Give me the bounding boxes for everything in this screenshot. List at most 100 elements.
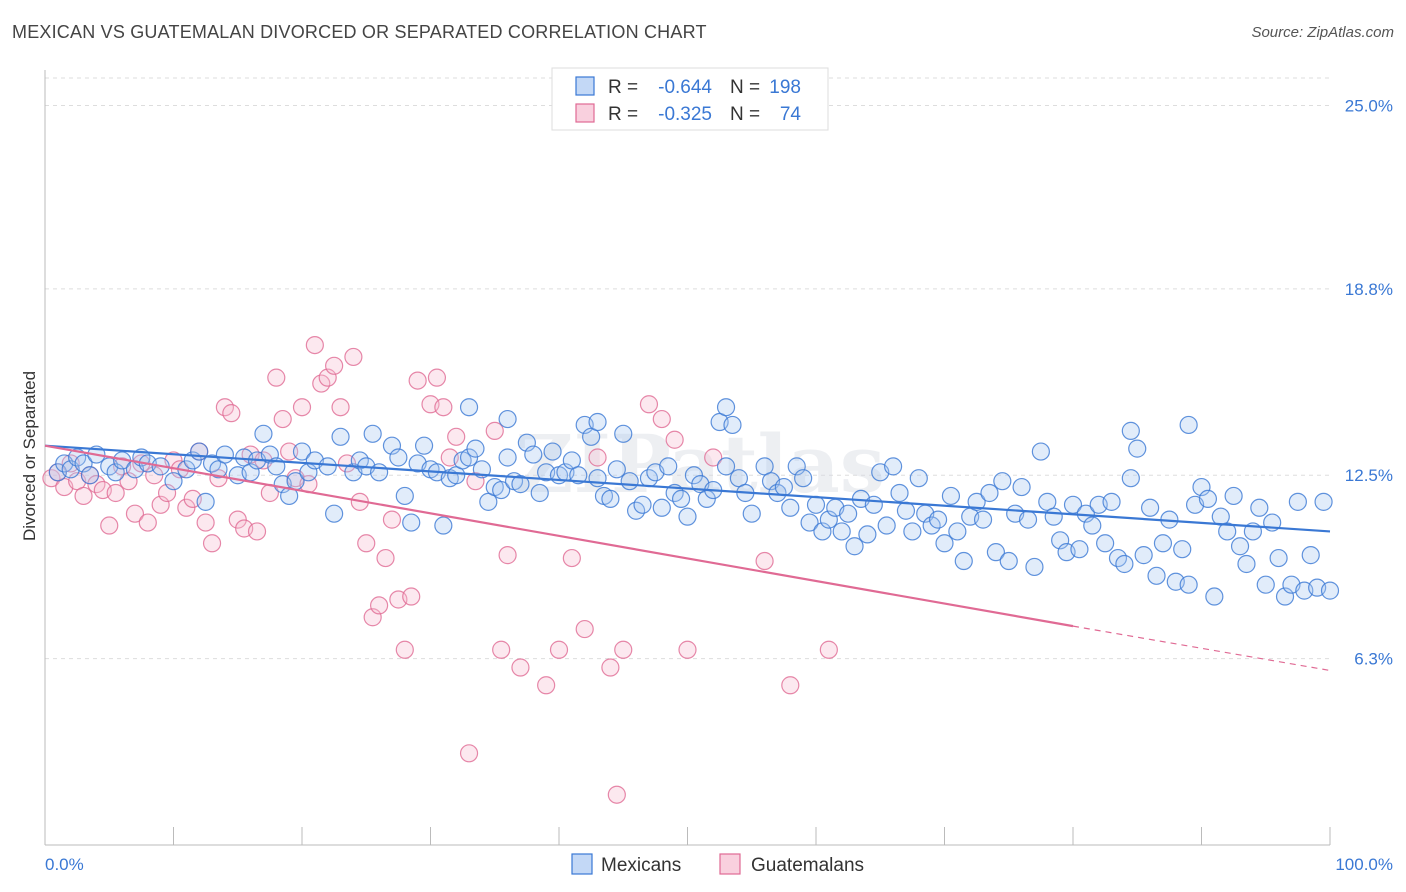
mexicans-point: [1224, 486, 1243, 506]
mexicans-point: [80, 466, 100, 485]
guatemalans-point: [292, 398, 312, 417]
mexicans-point: [543, 442, 562, 461]
guatemalans-point: [511, 658, 530, 677]
guatemalans-point: [247, 522, 267, 541]
legend-swatch-mexicans: [575, 76, 595, 96]
guatemalans-point: [125, 504, 145, 523]
guatemalans-point: [325, 356, 344, 375]
mexicans-point: [363, 424, 382, 443]
y-tick-label: 6.3%: [1354, 650, 1393, 669]
guatemalans-point: [459, 744, 479, 763]
mexicans-point: [819, 510, 838, 529]
guatemalans-point: [402, 587, 421, 606]
mexicans-point: [382, 436, 402, 455]
mexicans-point: [1018, 510, 1038, 529]
mexicans-point: [331, 427, 350, 446]
guatemalans-point: [138, 513, 157, 532]
guatemalans-point: [157, 483, 177, 503]
legend-r-label: R =: [608, 77, 638, 98]
guatemalans-point: [639, 395, 659, 414]
mexicans-point: [318, 457, 337, 476]
mexicans-point: [459, 448, 479, 467]
watermark: ZIPatlas: [515, 417, 885, 511]
mexicans-point: [813, 522, 832, 541]
guatemalans-point: [228, 510, 247, 529]
mexicans-point: [1134, 546, 1153, 565]
mexicans-point: [742, 504, 761, 523]
mexicans-point: [1256, 575, 1275, 594]
legend-r-value: -0.325: [658, 104, 712, 125]
mexicans-point: [973, 510, 993, 529]
guatemalans-point: [318, 368, 337, 387]
guatemalans-point: [376, 548, 395, 568]
guatemalans-point: [678, 640, 697, 659]
mexicans-point: [1218, 522, 1237, 541]
x-tick-label: 0.0%: [45, 855, 84, 874]
guatemalans-point: [575, 619, 594, 639]
guatemalans-point: [196, 513, 215, 532]
mexicans-point: [1288, 492, 1307, 511]
mexicans-point: [716, 398, 736, 417]
mexicans-point: [1121, 421, 1140, 440]
mexicans-point: [524, 445, 543, 464]
mexicans-point: [800, 513, 819, 532]
mexicans-point: [1044, 507, 1063, 526]
mexicans-point: [588, 412, 607, 432]
guatemalans-point: [537, 676, 556, 695]
mexicans-point: [1179, 575, 1198, 594]
guatemalans-point: [614, 640, 633, 659]
mexicans-point: [993, 472, 1012, 491]
mexicans-point: [215, 445, 234, 464]
mexicans-point: [196, 492, 215, 511]
mexicans-point: [1250, 498, 1269, 517]
mexicans-point: [935, 534, 954, 553]
mexicans-point: [980, 483, 999, 503]
mexicans-point: [106, 463, 125, 482]
guatemalans-point: [119, 472, 138, 491]
y-tick-label: 18.8%: [1345, 280, 1393, 299]
mexicans-point: [774, 477, 793, 497]
mexicans-point: [883, 457, 903, 476]
mexicans-point: [877, 516, 896, 535]
mexicans-point: [530, 483, 549, 503]
mexicans-point: [74, 454, 93, 473]
guatemalans-point: [382, 510, 402, 529]
mexicans-point: [986, 543, 1006, 562]
mexicans-point: [389, 448, 408, 467]
mexicans-point: [1179, 415, 1198, 435]
guatemalans-point: [395, 640, 414, 659]
legend-n-label: N =: [730, 104, 760, 125]
bottom-legend-mexicans: Mexicans: [601, 855, 681, 876]
mexicans-point: [1198, 489, 1218, 509]
mexicans-point: [941, 486, 961, 506]
mexicans-point: [652, 498, 671, 517]
legend-n-value: 74: [780, 104, 802, 125]
mexicans-point: [832, 522, 851, 541]
guatemalans-point: [100, 516, 119, 535]
mexicans-point: [260, 445, 279, 464]
guatemalans-point: [305, 335, 324, 355]
bottom-legend-swatch-mexicans: [571, 853, 593, 875]
mexicans-point: [1031, 442, 1050, 461]
mexicans-point: [967, 492, 986, 511]
mexicans-point: [414, 436, 434, 455]
mexicans-point: [325, 504, 344, 523]
mexicans-point: [1205, 587, 1224, 606]
mexicans-point: [1153, 534, 1173, 553]
mexicans-point: [620, 472, 639, 491]
guatemalans-point: [357, 534, 376, 553]
mexicans-point: [1121, 469, 1140, 488]
mexicans-point: [1096, 534, 1115, 553]
guatemalans-point: [202, 534, 222, 553]
mexicans-point: [684, 466, 704, 485]
guatemalans-point: [755, 551, 774, 571]
y-tick-label: 25.0%: [1345, 96, 1393, 115]
mexicans-point: [903, 522, 922, 541]
mexicans-point: [292, 442, 312, 461]
mexicans-point: [954, 551, 973, 571]
guatemalans-trend-line: [44, 444, 1074, 628]
guatemalans-point: [363, 608, 382, 627]
mexicans-point: [806, 495, 826, 514]
mexicans-point: [896, 501, 916, 520]
guatemalans-point: [447, 427, 466, 446]
